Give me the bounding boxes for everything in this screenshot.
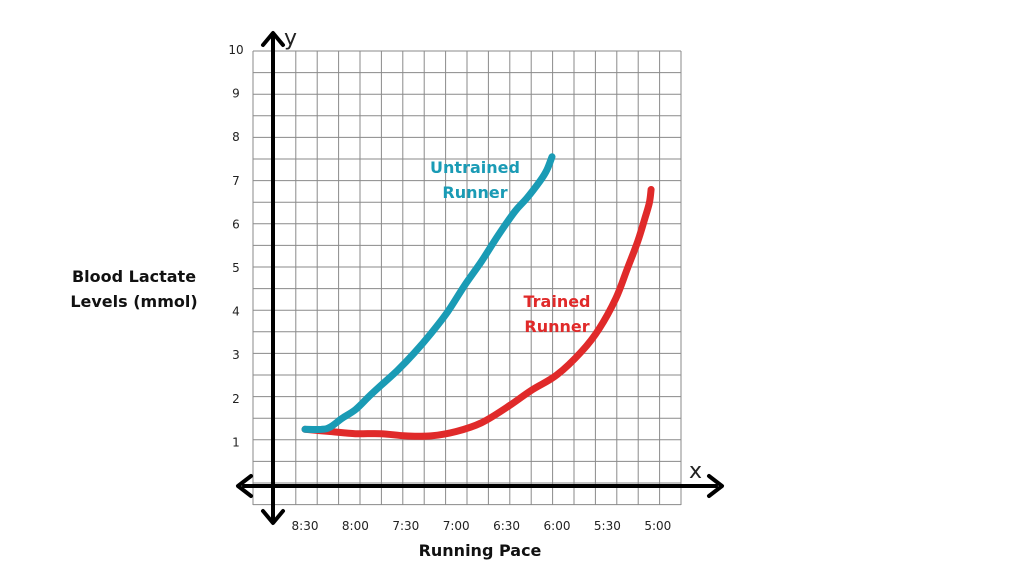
x-tick-label: 7:00 xyxy=(443,519,470,533)
series-label-trained-line-2: Runner xyxy=(524,317,590,336)
y-axis-title-line-1: Blood Lactate xyxy=(71,267,197,286)
y-tick-label: 6 xyxy=(232,217,240,231)
series-label-untrained: Untrained Runner xyxy=(405,155,545,205)
x-axis-title: Running Pace xyxy=(418,541,542,560)
y-tick-label: 9 xyxy=(232,87,240,101)
y-tick-label: 4 xyxy=(232,305,240,319)
y-tick-label: 5 xyxy=(232,261,240,275)
series-label-untrained-line-2: Runner xyxy=(442,183,508,202)
x-tick-label: 5:30 xyxy=(594,519,621,533)
x-tick-label: 6:00 xyxy=(544,519,571,533)
y-axis-letter: y xyxy=(284,26,297,51)
series-label-trained: Trained Runner xyxy=(487,289,627,339)
x-tick-label: 7:30 xyxy=(392,519,419,533)
y-tick-label: 10 xyxy=(228,43,243,57)
x-axis-right-arrow xyxy=(707,474,724,498)
y-axis-top-arrow xyxy=(261,31,285,47)
y-axis-title: Blood Lactate Levels (mmol) xyxy=(62,264,206,314)
x-tick-label: 8:30 xyxy=(292,519,319,533)
x-tick-label: 8:00 xyxy=(342,519,369,533)
y-axis-bottom-arrow xyxy=(261,509,285,525)
series-line-untrained-runner xyxy=(301,153,556,433)
series-line-trained-runner xyxy=(301,186,655,440)
x-tick-label: 5:00 xyxy=(644,519,671,533)
y-tick-label: 8 xyxy=(232,130,240,144)
series-label-trained-line-1: Trained xyxy=(523,292,591,311)
series-label-untrained-line-1: Untrained xyxy=(430,158,520,177)
y-axis-title-line-2: Levels (mmol) xyxy=(70,292,198,311)
x-axis-left-arrow xyxy=(236,474,253,498)
y-tick-label: 2 xyxy=(232,392,240,406)
x-tick-label: 6:30 xyxy=(493,519,520,533)
y-tick-label: 1 xyxy=(232,435,240,449)
y-tick-label: 7 xyxy=(232,174,240,188)
y-tick-label: 3 xyxy=(232,348,240,362)
x-axis-letter: x xyxy=(689,459,702,484)
